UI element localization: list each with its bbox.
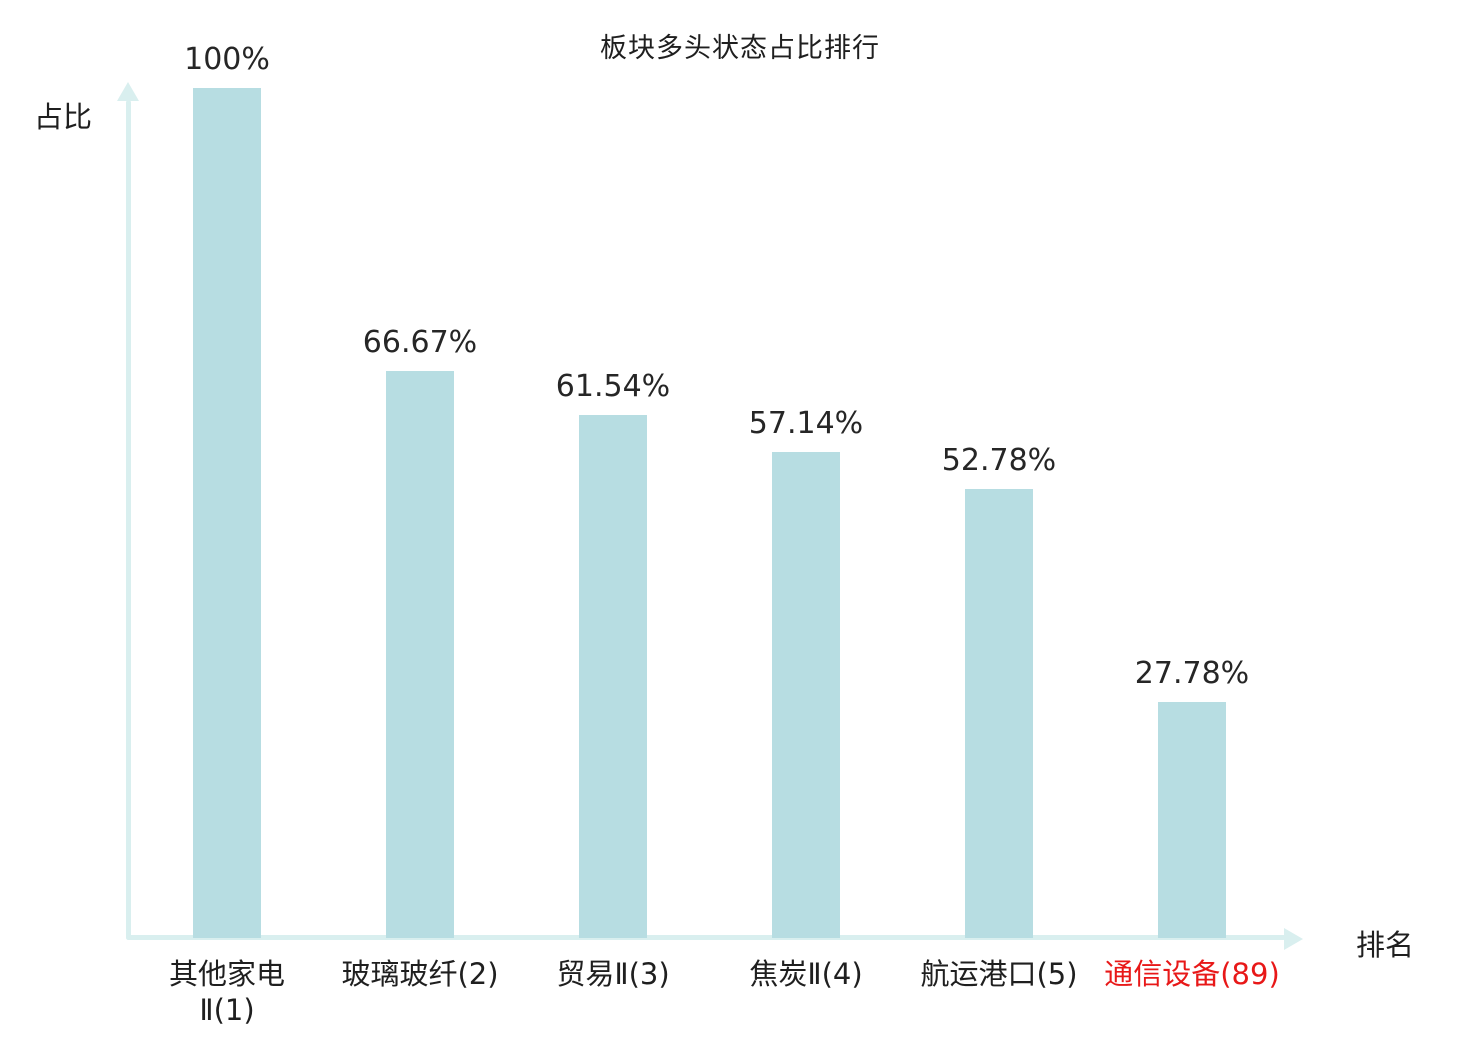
bar — [1158, 702, 1226, 938]
chart-title: 板块多头状态占比排行 — [600, 33, 880, 64]
bar — [579, 415, 647, 938]
bar-value-label: 100% — [184, 42, 270, 77]
bar-value-label: 27.78% — [1134, 656, 1250, 691]
y-axis-label: 占比 — [34, 100, 93, 134]
bar-value-label: 57.14% — [748, 406, 864, 441]
bar — [965, 489, 1033, 938]
bar-value-label: 66.67% — [362, 325, 478, 360]
x-axis-arrow-icon — [1284, 928, 1303, 950]
category-label: 航运港口(5) — [920, 957, 1078, 991]
bar — [772, 452, 840, 938]
category-label: 通信设备(89) — [1104, 957, 1280, 991]
category-label: 贸易Ⅱ(3) — [556, 957, 670, 991]
category-label: 玻璃玻纤(2) — [341, 957, 499, 991]
bar-value-label: 52.78% — [941, 443, 1057, 478]
bar-value-label: 61.54% — [555, 369, 671, 404]
category-label: 焦炭Ⅱ(4) — [749, 957, 863, 991]
y-axis-arrow-icon — [117, 82, 139, 101]
x-axis-label: 排名 — [1356, 928, 1415, 962]
x-axis-line — [126, 935, 1286, 940]
bar — [193, 88, 261, 938]
category-label: 其他家电 Ⅱ(1) — [168, 957, 285, 1028]
y-axis-line — [126, 100, 131, 940]
bar — [386, 371, 454, 938]
